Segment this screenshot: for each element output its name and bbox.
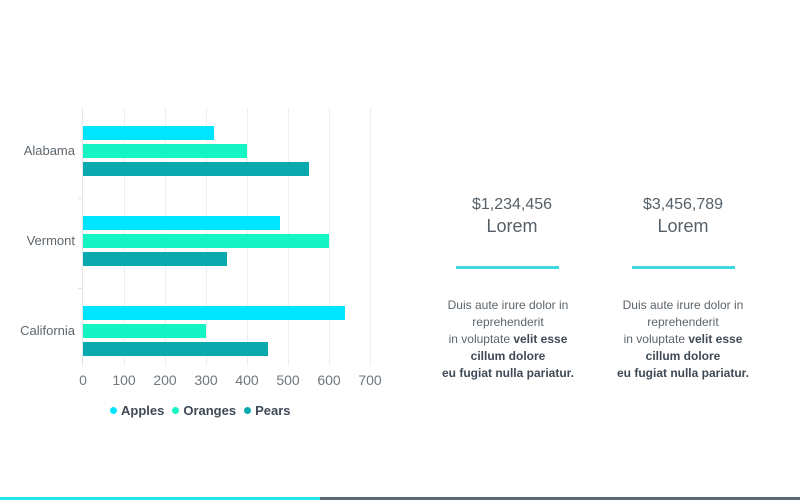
bar-oranges-vermont (83, 234, 329, 248)
category-tick (78, 198, 82, 199)
stat-description-2: Duis aute irure dolor in reprehenderit i… (616, 298, 750, 380)
bar-apples-california (83, 306, 346, 320)
stat-block-1: $1,234,456 Lorem (432, 196, 592, 237)
legend-item-pears: Pears (244, 403, 291, 418)
x-tick-label: 100 (112, 372, 136, 388)
x-tick-label: 500 (276, 372, 300, 388)
legend-item-apples: Apples (110, 403, 164, 418)
category-label: California (20, 323, 75, 338)
stat-label: Lorem (486, 216, 538, 236)
bar-chart: Alabama Vermont California 0 100 200 300 400 50… (0, 0, 420, 440)
x-tick-label: 0 (79, 372, 87, 388)
footer-progress-track (320, 497, 800, 500)
x-tick-label: 300 (194, 372, 218, 388)
x-tick-label: 600 (317, 372, 341, 388)
category-label: Vermont (26, 233, 75, 248)
pears-dot-icon (244, 407, 252, 414)
x-tick-label: 700 (358, 372, 382, 388)
apples-dot-icon (110, 407, 117, 414)
bar-pears-alabama (83, 162, 309, 176)
bar-pears-vermont (83, 252, 227, 266)
chart-legend: Apples Oranges Pears (110, 403, 291, 418)
stat-block-2: $3,456,789 Lorem (603, 196, 763, 237)
bar-apples-alabama (83, 126, 215, 140)
bar-apples-vermont (83, 216, 280, 230)
category-label: Alabama (23, 143, 75, 158)
stat-amount: $3,456,789 (642, 196, 724, 213)
oranges-dot-icon (172, 407, 180, 414)
bar-oranges-california (83, 324, 206, 338)
footer-progress-accent (0, 497, 320, 500)
category-tick (78, 288, 82, 289)
x-tick-label: 200 (153, 372, 177, 388)
y-axis-line (82, 108, 83, 366)
stat-amount: $1,234,456 (471, 196, 553, 213)
accent-divider (456, 266, 559, 269)
bar-oranges-alabama (83, 144, 247, 158)
gridline (329, 108, 330, 366)
gridline (370, 108, 371, 366)
bar-pears-california (83, 342, 268, 356)
accent-divider (632, 266, 735, 269)
x-tick-label: 400 (235, 372, 259, 388)
stat-description-1: Duis aute irure dolor in reprehenderit i… (441, 298, 575, 380)
legend-item-oranges: Oranges (172, 403, 236, 418)
stat-label: Lorem (657, 216, 709, 236)
